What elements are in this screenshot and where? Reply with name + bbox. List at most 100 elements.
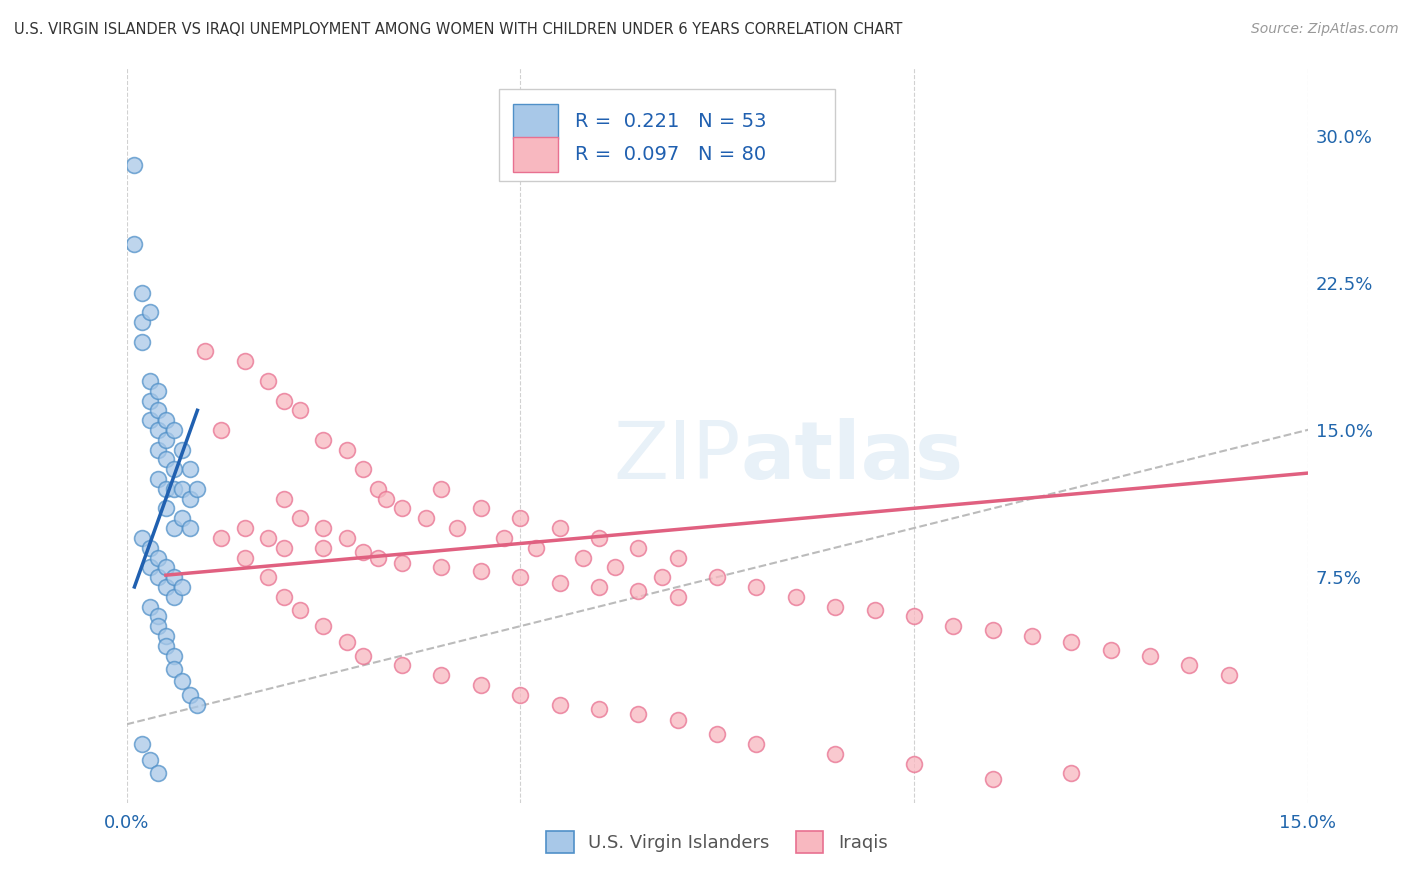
Text: ZIP: ZIP: [613, 418, 741, 496]
Point: [257, 531, 280, 545]
Point: [146, 442, 169, 457]
Point: [745, 737, 768, 751]
Point: [170, 580, 193, 594]
Point: [194, 344, 217, 359]
Point: [124, 158, 146, 172]
Point: [146, 550, 169, 565]
Point: [146, 619, 169, 633]
Point: [139, 599, 162, 614]
Point: [981, 623, 1004, 637]
Point: [470, 564, 492, 578]
Point: [163, 570, 186, 584]
Point: [146, 609, 169, 624]
Point: [352, 648, 374, 663]
Point: [131, 334, 153, 349]
Point: [155, 560, 177, 574]
Point: [1099, 642, 1122, 657]
Point: [470, 501, 492, 516]
Point: [588, 701, 610, 715]
Point: [666, 550, 689, 565]
Point: [288, 603, 311, 617]
Point: [273, 541, 295, 555]
Point: [273, 590, 295, 604]
Text: atlas: atlas: [741, 418, 963, 496]
Point: [155, 413, 177, 427]
Point: [375, 491, 398, 506]
Point: [146, 472, 169, 486]
Point: [352, 544, 374, 558]
Point: [186, 698, 208, 712]
Point: [666, 714, 689, 728]
Text: Source: ZipAtlas.com: Source: ZipAtlas.com: [1251, 22, 1399, 37]
Point: [146, 766, 169, 780]
Point: [288, 403, 311, 417]
Point: [430, 668, 453, 682]
Point: [139, 374, 162, 388]
Legend: U.S. Virgin Islanders, Iraqis: U.S. Virgin Islanders, Iraqis: [540, 823, 894, 860]
Point: [163, 482, 186, 496]
Point: [391, 557, 413, 571]
Point: [155, 639, 177, 653]
Point: [903, 609, 925, 624]
Point: [233, 521, 256, 535]
Point: [651, 570, 673, 584]
Point: [170, 482, 193, 496]
Point: [139, 393, 162, 408]
Point: [139, 305, 162, 319]
Point: [124, 236, 146, 251]
Point: [257, 570, 280, 584]
Point: [1218, 668, 1240, 682]
Point: [352, 462, 374, 476]
Text: U.S. VIRGIN ISLANDER VS IRAQI UNEMPLOYMENT AMONG WOMEN WITH CHILDREN UNDER 6 YEA: U.S. VIRGIN ISLANDER VS IRAQI UNEMPLOYME…: [14, 22, 903, 37]
Point: [415, 511, 437, 525]
Point: [903, 756, 925, 771]
Point: [273, 393, 295, 408]
Point: [572, 550, 595, 565]
Point: [942, 619, 965, 633]
Point: [170, 511, 193, 525]
Point: [548, 521, 571, 535]
FancyBboxPatch shape: [499, 89, 835, 181]
Point: [146, 423, 169, 437]
Point: [391, 501, 413, 516]
Point: [588, 531, 610, 545]
Point: [1060, 635, 1083, 649]
Point: [981, 772, 1004, 787]
Point: [257, 374, 280, 388]
Text: R =  0.221   N = 53: R = 0.221 N = 53: [575, 112, 766, 131]
Point: [312, 541, 335, 555]
Point: [163, 648, 186, 663]
Point: [509, 570, 531, 584]
Point: [627, 583, 650, 598]
Point: [1060, 766, 1083, 780]
Point: [155, 452, 177, 467]
Point: [170, 442, 193, 457]
Point: [745, 580, 768, 594]
Point: [163, 423, 186, 437]
Point: [163, 462, 186, 476]
Point: [391, 658, 413, 673]
Point: [446, 521, 468, 535]
Point: [509, 688, 531, 702]
Point: [312, 521, 335, 535]
Point: [336, 531, 359, 545]
Point: [524, 541, 547, 555]
Point: [146, 570, 169, 584]
Point: [209, 531, 232, 545]
Point: [179, 491, 201, 506]
Point: [336, 442, 359, 457]
Point: [139, 560, 162, 574]
FancyBboxPatch shape: [513, 136, 558, 172]
Point: [824, 747, 846, 761]
Point: [131, 737, 153, 751]
Point: [170, 674, 193, 689]
Point: [131, 285, 153, 300]
Point: [548, 576, 571, 591]
Point: [186, 482, 208, 496]
FancyBboxPatch shape: [513, 103, 558, 139]
Point: [273, 491, 295, 506]
Point: [430, 482, 453, 496]
Point: [146, 403, 169, 417]
Point: [163, 590, 186, 604]
Point: [603, 560, 626, 574]
